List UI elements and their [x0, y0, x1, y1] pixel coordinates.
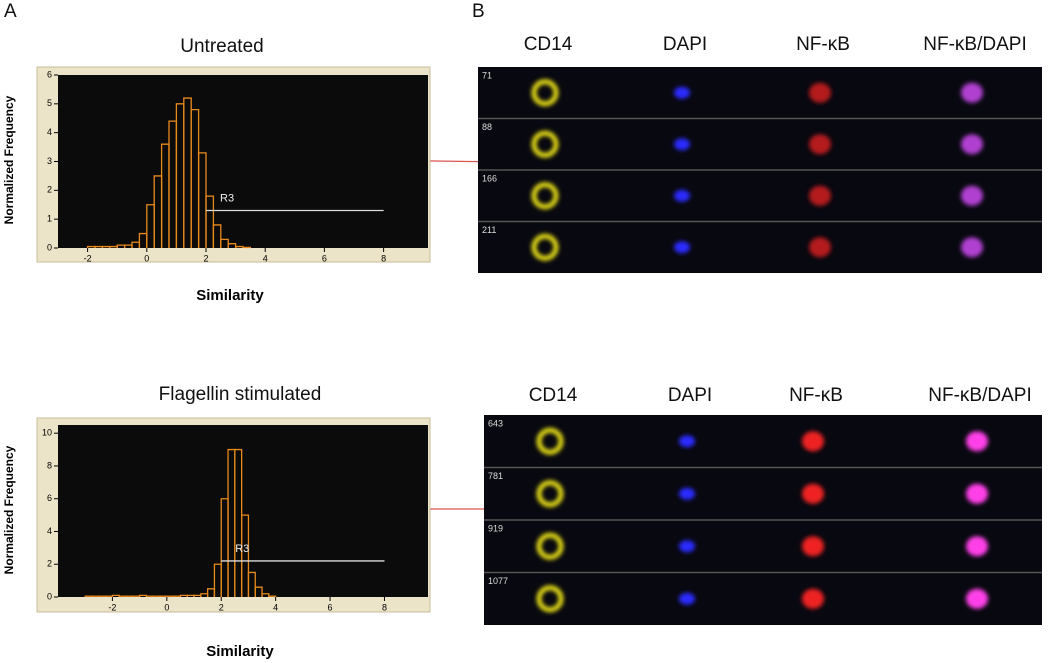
cell-image [961, 82, 983, 103]
y-tick-label: 6 [47, 69, 52, 79]
cell-id: 71 [482, 70, 492, 80]
column-header: CD14 [524, 34, 573, 55]
cell-image [809, 185, 831, 206]
x-tick-label: 0 [144, 253, 149, 263]
y-tick-label: 2 [47, 185, 52, 195]
y-tick-label: 6 [47, 493, 52, 503]
cell-image [809, 82, 831, 103]
column-header: NF-κB/DAPI [928, 385, 1031, 406]
y-axis-label: Normalized Frequency [2, 95, 16, 224]
cell-image [674, 241, 690, 254]
cell-image [536, 427, 564, 455]
x-tick-label: -2 [84, 253, 92, 263]
cell-image [531, 182, 559, 210]
y-tick-label: 3 [47, 156, 52, 166]
cell-image [802, 588, 824, 609]
x-tick-label: 2 [219, 602, 224, 612]
cell-image [531, 130, 559, 158]
cell-image [966, 588, 988, 609]
panel-label: A [4, 1, 17, 22]
histogram-bin [247, 571, 256, 597]
y-tick-label: 2 [47, 559, 52, 569]
cell-image [802, 431, 824, 452]
y-axis-label: Normalized Frequency [2, 445, 16, 574]
y-tick-label: 8 [47, 460, 52, 470]
x-tick-label: 8 [381, 253, 386, 263]
histogram-bin [242, 246, 252, 249]
cell-image [531, 79, 559, 107]
cell-id: 211 [482, 225, 496, 235]
column-header: DAPI [663, 34, 707, 55]
cell-id: 166 [482, 173, 497, 183]
histogram-bin [254, 586, 263, 597]
y-tick-label: 0 [47, 591, 52, 601]
cell-image [679, 540, 695, 553]
y-tick-label: 4 [47, 127, 52, 137]
cell-image [961, 185, 983, 206]
cell-image [536, 532, 564, 560]
histogram-bin [205, 195, 215, 248]
panel-label: B [472, 1, 485, 22]
cell-id: 1077 [488, 576, 508, 586]
cell-image [674, 138, 690, 151]
cell-image [679, 435, 695, 448]
histogram-bin [261, 593, 270, 597]
x-tick-label: 4 [273, 602, 278, 612]
cell-image [802, 483, 824, 504]
cell-image [966, 431, 988, 452]
plot-area [58, 75, 428, 248]
x-tick-label: 6 [322, 253, 327, 263]
y-tick-label: 1 [47, 214, 52, 224]
column-header: NF-κB [789, 385, 843, 406]
chart-title: Flagellin stimulated [159, 384, 322, 405]
y-tick-label: 4 [47, 526, 52, 536]
cell-image [536, 585, 564, 613]
y-tick-label: 0 [47, 242, 52, 252]
x-tick-label: 2 [203, 253, 208, 263]
x-axis-label: Similarity [196, 287, 264, 304]
cell-image [531, 233, 559, 261]
x-tick-label: 4 [263, 253, 268, 263]
cell-image [674, 189, 690, 202]
histogram-bin [227, 243, 237, 248]
chart-title: Untreated [180, 36, 263, 57]
cell-id: 781 [488, 471, 503, 481]
cell-image [809, 237, 831, 258]
cell-image [966, 483, 988, 504]
cell-image [536, 480, 564, 508]
cell-image [961, 237, 983, 258]
column-header: CD14 [529, 385, 578, 406]
cell-id: 88 [482, 122, 492, 132]
cell-id: 643 [488, 418, 503, 428]
cell-id: 919 [488, 523, 503, 533]
x-tick-label: 6 [328, 602, 333, 612]
x-tick-label: -2 [108, 602, 116, 612]
x-tick-label: 0 [164, 602, 169, 612]
cell-image [961, 134, 983, 155]
gate-label: R3 [220, 192, 234, 204]
cell-image [674, 86, 690, 99]
histogram-bin [268, 595, 277, 597]
cell-image [802, 536, 824, 557]
column-header: NF-κB [796, 34, 850, 55]
cell-image [966, 536, 988, 557]
x-axis-label: Similarity [206, 643, 274, 660]
cell-image [679, 592, 695, 605]
x-tick-label: 8 [382, 602, 387, 612]
histogram-bin [212, 224, 222, 248]
y-tick-label: 10 [42, 428, 52, 438]
gate-label: R3 [235, 543, 249, 555]
y-tick-label: 5 [47, 98, 52, 108]
cell-image [809, 134, 831, 155]
cell-image [679, 487, 695, 500]
column-header: NF-κB/DAPI [923, 34, 1026, 55]
histogram-bin [240, 514, 250, 597]
plot-area [58, 425, 428, 597]
column-header: DAPI [668, 385, 712, 406]
